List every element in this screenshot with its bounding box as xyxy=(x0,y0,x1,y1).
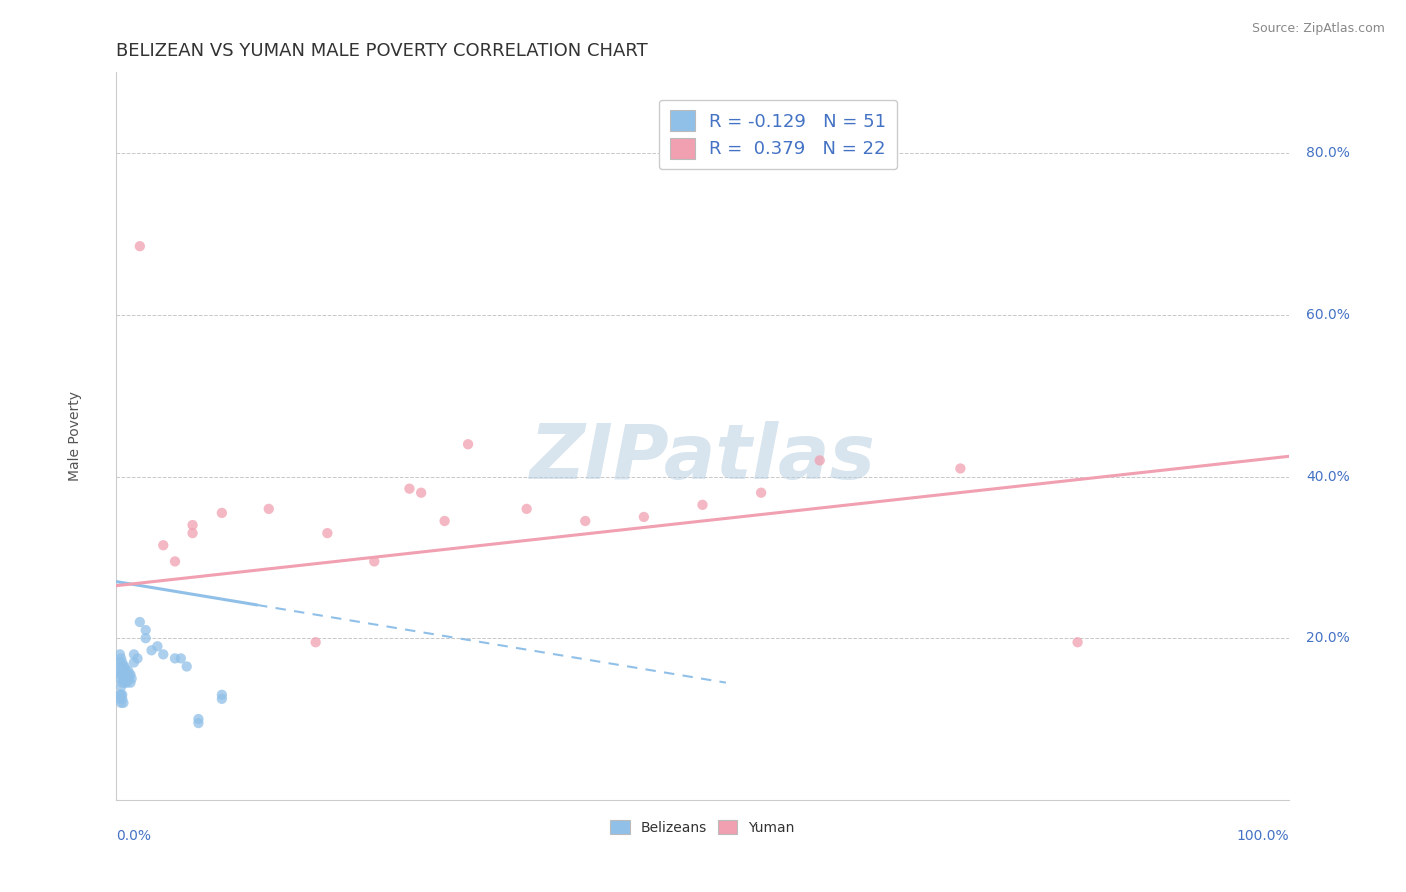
Point xyxy=(363,554,385,568)
Point xyxy=(187,716,209,731)
Point xyxy=(574,514,596,528)
Point xyxy=(108,688,131,702)
Point xyxy=(181,518,204,533)
Point xyxy=(110,667,132,681)
Point xyxy=(181,526,204,541)
Point xyxy=(117,664,139,678)
Point xyxy=(187,712,209,726)
Point xyxy=(112,672,135,686)
Point xyxy=(211,688,233,702)
Point xyxy=(110,680,132,694)
Point xyxy=(457,437,479,451)
Point xyxy=(163,651,186,665)
Point xyxy=(211,506,233,520)
Point xyxy=(152,648,174,662)
Text: 60.0%: 60.0% xyxy=(1306,308,1350,322)
Point xyxy=(111,664,134,678)
Point xyxy=(135,631,157,645)
Text: BELIZEAN VS YUMAN MALE POVERTY CORRELATION CHART: BELIZEAN VS YUMAN MALE POVERTY CORRELATI… xyxy=(117,42,648,60)
Point xyxy=(108,691,131,706)
Text: 80.0%: 80.0% xyxy=(1306,146,1350,161)
Point xyxy=(114,675,136,690)
Point xyxy=(118,667,141,681)
Text: Male Poverty: Male Poverty xyxy=(69,391,83,481)
Point xyxy=(112,696,135,710)
Point xyxy=(115,675,138,690)
Point xyxy=(117,672,139,686)
Point xyxy=(146,640,169,654)
Text: 40.0%: 40.0% xyxy=(1306,469,1350,483)
Point xyxy=(108,648,131,662)
Point xyxy=(115,667,138,681)
Point xyxy=(112,659,135,673)
Point xyxy=(114,659,136,673)
Point xyxy=(128,615,150,629)
Point xyxy=(128,239,150,253)
Point xyxy=(108,656,131,670)
Point xyxy=(633,510,655,524)
Point xyxy=(111,675,134,690)
Point xyxy=(110,688,132,702)
Point xyxy=(111,667,134,681)
Point xyxy=(108,672,131,686)
Point xyxy=(111,656,134,670)
Point xyxy=(305,635,328,649)
Point xyxy=(112,664,135,678)
Point xyxy=(114,672,136,686)
Point xyxy=(120,667,142,681)
Point xyxy=(127,651,149,665)
Point xyxy=(122,648,145,662)
Point xyxy=(163,554,186,568)
Point xyxy=(110,651,132,665)
Point xyxy=(110,696,132,710)
Point xyxy=(108,664,131,678)
Point xyxy=(152,538,174,552)
Point xyxy=(808,453,831,467)
Point xyxy=(398,482,420,496)
Point xyxy=(120,675,142,690)
Point xyxy=(433,514,456,528)
Point xyxy=(176,659,198,673)
Point xyxy=(749,485,772,500)
Text: Source: ZipAtlas.com: Source: ZipAtlas.com xyxy=(1251,22,1385,36)
Point xyxy=(211,691,233,706)
Point xyxy=(111,691,134,706)
Point xyxy=(114,667,136,681)
Point xyxy=(1066,635,1088,649)
Point xyxy=(170,651,193,665)
Point xyxy=(135,623,157,637)
Text: 20.0%: 20.0% xyxy=(1306,632,1350,645)
Point xyxy=(111,688,134,702)
Point xyxy=(121,672,143,686)
Legend: Belizeans, Yuman: Belizeans, Yuman xyxy=(605,814,800,840)
Point xyxy=(411,485,433,500)
Point xyxy=(114,664,136,678)
Point xyxy=(949,461,972,475)
Text: 0.0%: 0.0% xyxy=(117,829,152,843)
Point xyxy=(692,498,714,512)
Point xyxy=(141,643,163,657)
Point xyxy=(122,656,145,670)
Point xyxy=(316,526,339,541)
Text: 100.0%: 100.0% xyxy=(1236,829,1289,843)
Point xyxy=(257,501,280,516)
Text: ZIPatlas: ZIPatlas xyxy=(530,421,876,495)
Point xyxy=(110,659,132,673)
Point xyxy=(516,501,538,516)
